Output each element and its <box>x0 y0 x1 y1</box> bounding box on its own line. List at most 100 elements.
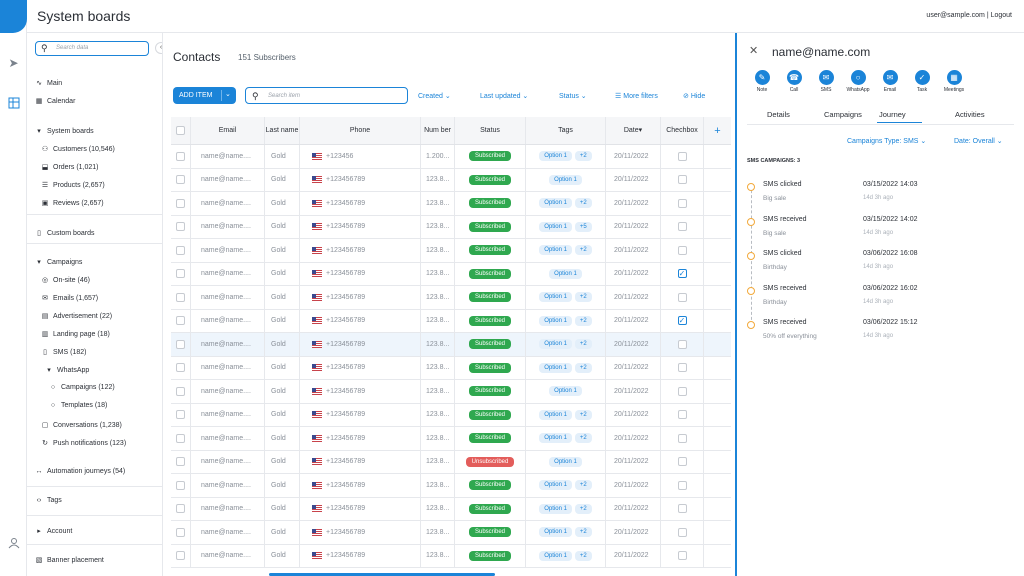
tag-chip[interactable]: Option 1 <box>539 433 572 444</box>
tag-chip[interactable]: Option 1 <box>549 456 582 467</box>
tag-chip[interactable]: Option 1 <box>539 503 572 514</box>
search-input[interactable]: ⚲ Search item <box>245 87 408 104</box>
table-row[interactable]: name@name.... Gold +123456789 123.8... Subsc… <box>171 286 731 310</box>
row-checkbox[interactable] <box>677 245 687 255</box>
tag-chip[interactable]: +2 <box>574 527 592 538</box>
column-header[interactable]: Tags <box>558 126 573 134</box>
row-checkbox[interactable] <box>677 551 687 561</box>
table-row[interactable]: name@name.... Gold +123456789 123.8... Subsc… <box>171 474 731 498</box>
row-checkbox[interactable] <box>677 151 687 161</box>
sidebar-item[interactable]: ▦ Calendar <box>35 97 76 106</box>
sidebar-item[interactable]: ○ Templates (18) <box>49 402 107 409</box>
sidebar-item[interactable]: ▾ Campaigns <box>35 258 82 267</box>
call-icon[interactable]: ☎ <box>786 70 802 85</box>
tag-chip[interactable]: +2 <box>574 339 592 350</box>
row-checkbox[interactable] <box>176 339 185 349</box>
row-checkbox[interactable] <box>176 198 185 208</box>
row-checkbox[interactable] <box>176 363 185 373</box>
action-email[interactable]: ✉ Email <box>877 70 903 93</box>
tag-chip[interactable]: Option 1 <box>539 527 572 538</box>
table-row[interactable]: name@name.... Gold +123456789 123.8... Subsc… <box>171 521 731 545</box>
brand-logo[interactable] <box>0 0 27 33</box>
tag-chip[interactable]: Option 1 <box>549 268 582 279</box>
sidebar-item[interactable]: ∿ Main <box>35 79 62 88</box>
tag-chip[interactable]: +2 <box>574 198 592 209</box>
row-checkbox[interactable] <box>176 480 185 490</box>
tab-campaigns[interactable]: Campaigns <box>824 110 862 119</box>
tag-chip[interactable]: +2 <box>574 151 592 162</box>
horizontal-scrollbar[interactable] <box>269 573 495 576</box>
column-header[interactable]: Status <box>480 126 500 134</box>
column-header[interactable]: Chechbox <box>666 126 698 134</box>
row-checkbox[interactable] <box>176 316 185 326</box>
row-checkbox[interactable] <box>176 245 185 255</box>
row-checkbox[interactable] <box>677 339 687 349</box>
tag-chip[interactable]: +2 <box>574 550 592 561</box>
sidebar-item[interactable]: ◎ On-site (46) <box>41 276 90 285</box>
table-row[interactable]: name@name.... Gold +123456789 123.8... Subsc… <box>171 168 731 192</box>
column-header[interactable]: Email <box>218 126 237 134</box>
column-header[interactable]: Last name <box>265 126 299 134</box>
sidebar-item[interactable]: ✉ Emails (1,657) <box>41 294 98 303</box>
dashboard-icon[interactable] <box>6 97 21 112</box>
table-row[interactable]: name@name.... Gold +123456789 123.8... Subsc… <box>171 215 731 239</box>
note-icon[interactable]: ✎ <box>754 70 770 85</box>
table-row[interactable]: name@name.... Gold +123456789 123.8... Subsc… <box>171 192 731 216</box>
tag-chip[interactable]: +2 <box>574 480 592 491</box>
date-filter[interactable]: Date: Overall ⌄ <box>954 138 1003 145</box>
tag-chip[interactable]: +2 <box>574 362 592 373</box>
table-row[interactable]: name@name.... Gold +123456789 123.8... Subsc… <box>171 262 731 286</box>
add-item-button[interactable]: ADD ITEM ⌄ <box>173 87 236 104</box>
add-column-icon[interactable]: + <box>714 124 721 137</box>
column-header[interactable]: Phone <box>349 126 371 134</box>
filter-created[interactable]: Created ⌄ <box>418 93 451 100</box>
hide-button[interactable]: ⊘ Hide <box>683 93 706 100</box>
row-checkbox[interactable] <box>176 504 185 514</box>
close-icon[interactable]: ✕ <box>749 45 759 57</box>
row-checkbox[interactable] <box>677 480 687 490</box>
tag-chip[interactable]: Option 1 <box>549 386 582 397</box>
table-row[interactable]: name@name.... Gold +123456 1.200... Subscrib… <box>171 145 731 169</box>
row-checkbox[interactable] <box>677 175 687 185</box>
column-header[interactable]: Num ber <box>424 126 451 134</box>
action-task[interactable]: ✓ Task <box>909 70 935 93</box>
tag-chip[interactable]: Option 1 <box>539 245 572 256</box>
filter-last-updated[interactable]: Last updated ⌄ <box>480 93 529 100</box>
row-checkbox[interactable] <box>176 433 185 443</box>
profile-icon[interactable] <box>6 537 21 552</box>
tag-chip[interactable]: +2 <box>574 245 592 256</box>
sidebar-item[interactable]: ☰ Products (2,657) <box>41 181 105 190</box>
row-checkbox[interactable] <box>677 504 687 514</box>
tag-chip[interactable]: Option 1 <box>539 362 572 373</box>
sidebar-item[interactable]: ▯ Custom boards <box>35 229 94 238</box>
whatsapp-icon[interactable]: ○ <box>850 70 866 85</box>
sidebar-search-input[interactable]: ⚲ Search data <box>35 41 149 56</box>
tag-chip[interactable]: Option 1 <box>539 315 572 326</box>
sidebar-item[interactable]: ▾ System boards <box>35 127 93 136</box>
row-checkbox[interactable] <box>176 292 185 302</box>
user-logout-link[interactable]: user@sample.com | Logout <box>926 12 1012 19</box>
tag-chip[interactable]: Option 1 <box>539 409 572 420</box>
tag-chip[interactable]: +2 <box>574 315 592 326</box>
row-checkbox[interactable] <box>677 386 687 396</box>
sidebar-item[interactable]: ▯ SMS (182) <box>41 348 86 357</box>
collapse-sidebar-button[interactable]: ‹ <box>155 42 162 54</box>
sidebar-item[interactable]: ▧ Banner placement <box>35 556 104 565</box>
table-row[interactable]: name@name.... Gold +123456789 123.8... Subsc… <box>171 403 731 427</box>
table-row[interactable]: name@name.... Gold +123456789 123.8... Subsc… <box>171 309 731 333</box>
table-row[interactable]: name@name.... Gold +123456789 123.8... Subsc… <box>171 333 731 357</box>
tag-chip[interactable]: Option 1 <box>549 174 582 185</box>
row-checkbox[interactable] <box>677 222 687 232</box>
sidebar-item[interactable]: ▤ Advertisement (22) <box>41 312 112 321</box>
more-filters-button[interactable]: ☰ More filters <box>615 93 658 100</box>
row-checkbox[interactable] <box>176 175 185 185</box>
tab-journey[interactable]: Journey <box>877 110 922 123</box>
tag-chip[interactable]: Option 1 <box>539 480 572 491</box>
sidebar-item[interactable]: ▸ Account <box>35 527 72 536</box>
sidebar-item[interactable]: ‹› Tags <box>35 497 62 504</box>
tag-chip[interactable]: +2 <box>574 503 592 514</box>
filter-status[interactable]: Status ⌄ <box>559 93 587 100</box>
row-checkbox[interactable] <box>677 292 687 302</box>
tag-chip[interactable]: Option 1 <box>539 221 572 232</box>
sms-icon[interactable]: ✉ <box>818 70 834 85</box>
